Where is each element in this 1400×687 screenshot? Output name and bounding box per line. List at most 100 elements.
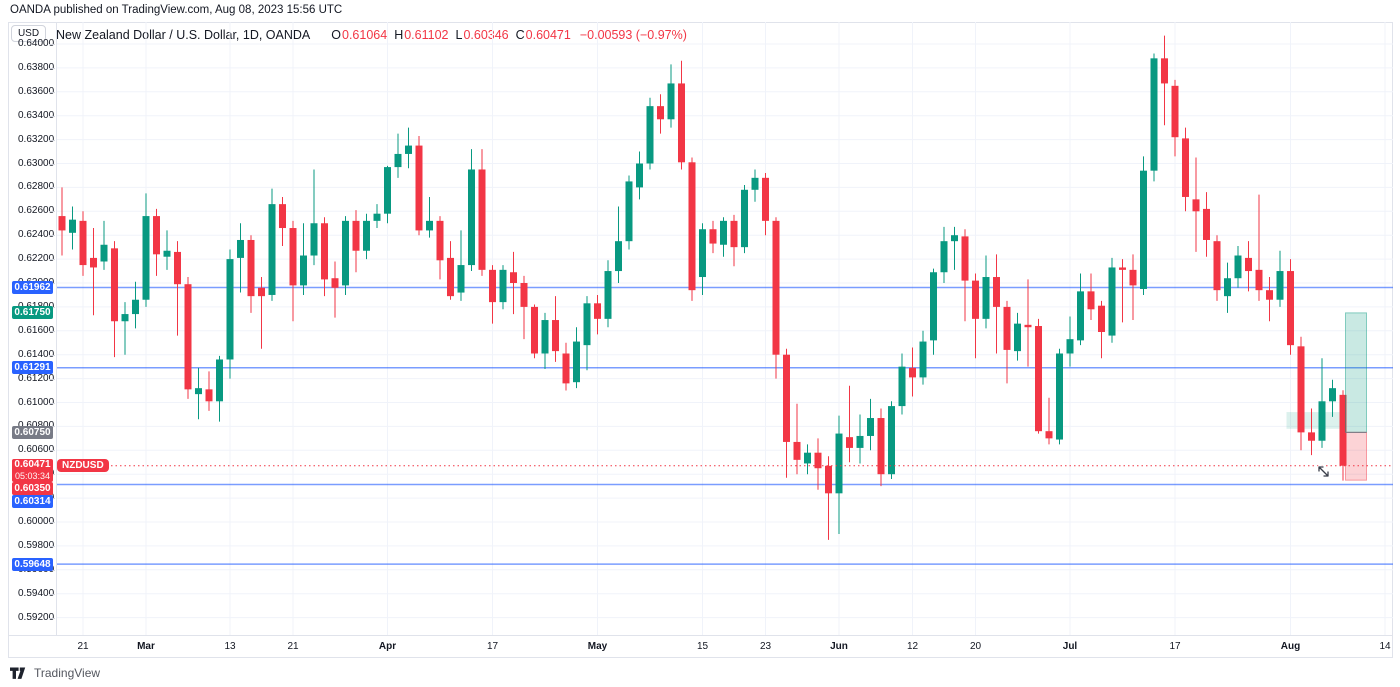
candle[interactable] <box>457 230 465 301</box>
candle[interactable] <box>846 385 853 463</box>
long-position-tool[interactable] <box>1345 312 1367 481</box>
currency-unit-button[interactable]: USD <box>11 25 46 42</box>
candle[interactable] <box>394 133 402 178</box>
candle[interactable] <box>1329 379 1336 417</box>
candle[interactable] <box>688 157 696 301</box>
candle[interactable] <box>961 229 969 322</box>
candle[interactable] <box>1119 259 1126 323</box>
candle[interactable] <box>247 235 255 313</box>
candle[interactable] <box>562 342 570 391</box>
candle[interactable] <box>489 265 496 324</box>
candle[interactable] <box>1276 250 1284 307</box>
candle[interactable] <box>363 213 370 260</box>
candle[interactable] <box>121 302 129 355</box>
candle[interactable] <box>163 230 171 270</box>
highlight-zone[interactable] <box>1286 412 1346 429</box>
candle[interactable] <box>79 211 87 276</box>
tradingview-attribution[interactable]: TradingView <box>10 664 100 682</box>
candle[interactable] <box>1224 262 1231 313</box>
candle[interactable] <box>447 241 454 300</box>
candle[interactable] <box>667 64 675 128</box>
candle[interactable] <box>877 408 885 487</box>
candle[interactable] <box>762 173 769 236</box>
candle[interactable] <box>279 196 286 246</box>
candle[interactable] <box>300 223 307 295</box>
candle[interactable] <box>898 353 906 415</box>
candle[interactable] <box>982 255 990 329</box>
candle[interactable] <box>1024 279 1032 367</box>
candle[interactable] <box>951 226 958 270</box>
candle[interactable] <box>237 223 244 293</box>
candle[interactable] <box>384 165 391 224</box>
candle[interactable] <box>1308 408 1315 456</box>
candle[interactable] <box>184 277 192 399</box>
candle[interactable] <box>1129 254 1137 321</box>
candle[interactable] <box>510 251 517 315</box>
candle[interactable] <box>58 187 66 256</box>
candle[interactable] <box>436 216 444 280</box>
candle[interactable] <box>1045 397 1053 445</box>
candle[interactable] <box>468 149 475 272</box>
candle[interactable] <box>825 456 832 540</box>
candle[interactable] <box>216 355 223 422</box>
candle[interactable] <box>804 444 811 475</box>
candle[interactable] <box>289 220 297 322</box>
candle[interactable] <box>1150 53 1158 182</box>
candle[interactable] <box>699 223 706 295</box>
candle[interactable] <box>142 193 150 307</box>
candle[interactable] <box>1182 127 1189 212</box>
candle[interactable] <box>867 398 874 451</box>
candle[interactable] <box>426 196 433 238</box>
candle[interactable] <box>310 169 318 266</box>
candle[interactable] <box>709 220 717 254</box>
candle[interactable] <box>1255 194 1263 301</box>
candle[interactable] <box>352 210 360 273</box>
candle[interactable] <box>415 136 423 236</box>
candles-layer[interactable] <box>58 35 1347 540</box>
candle[interactable] <box>1108 257 1116 343</box>
candle[interactable] <box>1171 79 1179 157</box>
candle[interactable] <box>1192 157 1200 252</box>
candle[interactable] <box>1098 300 1105 359</box>
candle[interactable] <box>741 185 748 254</box>
candle[interactable] <box>1203 192 1210 257</box>
candle[interactable] <box>100 220 108 270</box>
candle[interactable] <box>321 217 328 297</box>
candle[interactable] <box>132 281 139 329</box>
candle[interactable] <box>720 217 727 257</box>
candle[interactable] <box>1161 35 1168 126</box>
candle[interactable] <box>730 214 738 267</box>
candle[interactable] <box>583 296 591 371</box>
candle[interactable] <box>793 403 801 475</box>
candle[interactable] <box>499 265 507 310</box>
candle[interactable] <box>919 330 927 385</box>
candle[interactable] <box>90 228 97 316</box>
candle[interactable] <box>405 127 412 169</box>
candle[interactable] <box>972 273 979 359</box>
candle[interactable] <box>205 371 213 411</box>
candle[interactable] <box>1056 348 1063 445</box>
candle[interactable] <box>657 94 664 134</box>
candle[interactable] <box>636 151 643 200</box>
candle[interactable] <box>552 296 559 362</box>
price-lines-layer[interactable] <box>57 286 1393 565</box>
candle[interactable] <box>1339 390 1347 481</box>
candle[interactable] <box>751 169 759 202</box>
candle[interactable] <box>258 277 265 349</box>
candle[interactable] <box>1287 259 1294 355</box>
candle[interactable] <box>625 175 633 250</box>
candle[interactable] <box>478 149 486 276</box>
candle[interactable] <box>814 438 822 490</box>
candle[interactable] <box>1140 156 1147 295</box>
candle[interactable] <box>153 208 160 276</box>
candle[interactable] <box>111 241 118 358</box>
candle[interactable] <box>909 347 916 397</box>
candle[interactable] <box>1266 277 1273 322</box>
candle[interactable] <box>1014 312 1021 361</box>
candle[interactable] <box>993 254 1000 354</box>
candle[interactable] <box>604 260 612 328</box>
candle[interactable] <box>783 348 790 478</box>
candle[interactable] <box>268 188 276 301</box>
candle[interactable] <box>531 304 538 359</box>
candle[interactable] <box>1087 273 1095 321</box>
